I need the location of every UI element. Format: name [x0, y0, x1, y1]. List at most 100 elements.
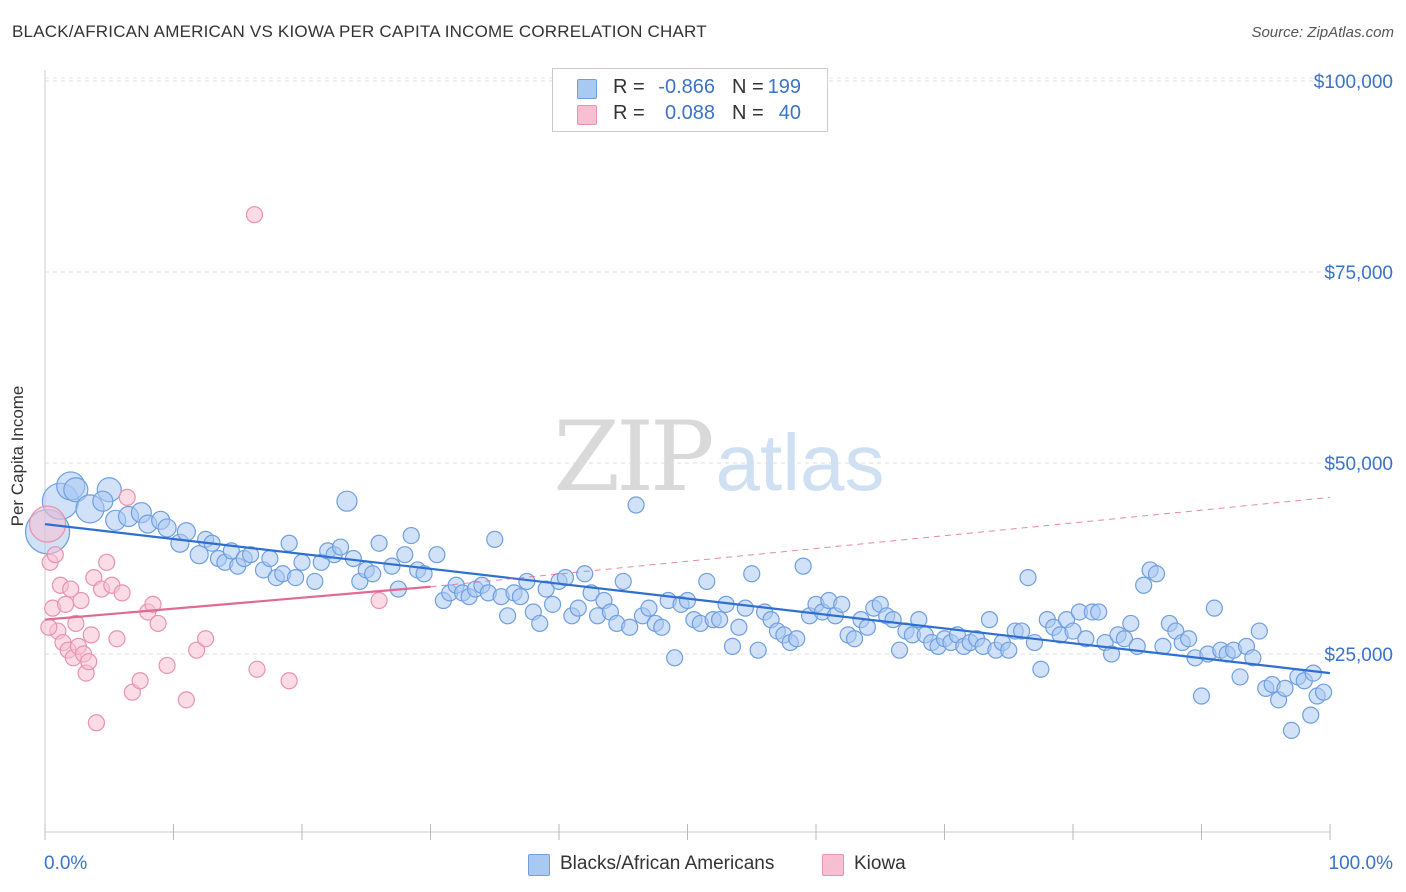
point-blacks [331, 538, 350, 556]
point-kiowa [248, 660, 266, 678]
point-blacks [1276, 679, 1294, 697]
point-blacks [569, 599, 587, 617]
point-kiowa [108, 630, 126, 648]
point-blacks [711, 611, 729, 629]
legend-swatch-blacks [577, 79, 597, 99]
point-blacks [884, 611, 902, 629]
point-blacks [428, 546, 446, 564]
point-blacks [1205, 599, 1223, 617]
point-blacks [743, 565, 761, 583]
point-blacks [1122, 614, 1140, 633]
point-blacks [621, 618, 639, 636]
point-blacks [499, 607, 517, 625]
bottom-legend-label-kiowa: Kiowa [854, 853, 906, 874]
series-kiowa [28, 206, 388, 732]
n-label: N = [732, 102, 764, 124]
point-kiowa [82, 626, 100, 644]
point-blacks [980, 611, 999, 629]
point-blacks [306, 572, 324, 591]
point-blacks [1102, 645, 1121, 663]
r-label: R = [613, 102, 645, 124]
point-blacks [1077, 630, 1095, 648]
point-kiowa [118, 488, 136, 506]
point-kiowa [80, 653, 98, 671]
point-kiowa [370, 591, 388, 610]
x-tick-label-min: 0.0% [44, 853, 87, 874]
point-blacks [1180, 630, 1198, 648]
y-tick-label: $75,000 [1324, 263, 1393, 284]
point-blacks [653, 618, 671, 636]
point-blacks [1025, 633, 1044, 652]
point-blacks [1064, 622, 1082, 640]
r-label: R = [613, 76, 645, 98]
point-blacks [833, 595, 851, 613]
point-blacks [1032, 660, 1050, 678]
n-value: 40 [778, 102, 801, 124]
point-blacks [1250, 622, 1268, 640]
point-blacks [678, 591, 697, 610]
point-kiowa [113, 584, 131, 602]
point-blacks [910, 611, 928, 629]
point-blacks [640, 599, 658, 617]
point-blacks [1192, 687, 1211, 705]
point-blacks [1115, 630, 1134, 648]
point-kiowa [56, 595, 75, 613]
point-blacks [176, 522, 196, 542]
point-blacks [627, 496, 645, 514]
point-blacks [1090, 603, 1108, 621]
point-blacks [383, 557, 401, 575]
point-blacks [736, 599, 754, 617]
point-kiowa [177, 691, 195, 709]
point-blacks [845, 630, 864, 648]
point-blacks [486, 530, 504, 549]
point-blacks [537, 580, 555, 598]
y-tick-label: $50,000 [1324, 454, 1393, 475]
point-blacks [1012, 622, 1031, 640]
point-blacks [1244, 649, 1262, 667]
point-blacks [242, 546, 260, 564]
point-kiowa [87, 714, 106, 732]
trend-line-kiowa-extension [430, 496, 1331, 588]
bottom-legend-swatch-kiowa [822, 854, 844, 876]
n-label: N = [732, 76, 764, 98]
point-blacks [293, 553, 311, 571]
point-blacks [794, 557, 812, 575]
point-blacks [788, 630, 806, 648]
trend-line-kiowa [44, 585, 431, 621]
point-blacks [286, 568, 305, 587]
point-kiowa [245, 206, 264, 224]
point-blacks [666, 649, 684, 667]
point-blacks [543, 595, 562, 613]
point-blacks [698, 572, 716, 591]
point-blacks [576, 565, 594, 583]
point-blacks [261, 549, 279, 568]
point-blacks [858, 618, 877, 636]
point-blacks [556, 568, 575, 587]
y-tick-label: $25,000 [1324, 645, 1393, 666]
point-kiowa [72, 591, 90, 610]
x-tick-label-max: 100.0% [1329, 853, 1394, 874]
point-blacks [1302, 706, 1320, 724]
bottom-legend-swatch-blacks [528, 854, 550, 876]
point-blacks [749, 641, 767, 659]
r-value: -0.866 [658, 76, 715, 98]
point-blacks [730, 618, 748, 636]
point-kiowa [197, 630, 215, 648]
point-blacks [890, 641, 909, 659]
trend-line-blacks [44, 523, 1331, 675]
point-blacks [280, 534, 298, 552]
point-kiowa [188, 641, 206, 659]
point-kiowa [144, 595, 162, 613]
chart-title: BLACK/AFRICAN AMERICAN VS KIOWA PER CAPI… [12, 22, 707, 41]
point-blacks [511, 588, 530, 606]
point-blacks [1147, 565, 1166, 583]
point-kiowa [98, 553, 116, 571]
point-kiowa [131, 672, 149, 690]
y-tick-label: $100,000 [1314, 72, 1393, 93]
point-blacks [336, 490, 358, 512]
point-blacks [1135, 576, 1153, 594]
point-blacks [1282, 721, 1301, 740]
point-kiowa [158, 656, 176, 675]
point-kiowa [40, 618, 58, 636]
